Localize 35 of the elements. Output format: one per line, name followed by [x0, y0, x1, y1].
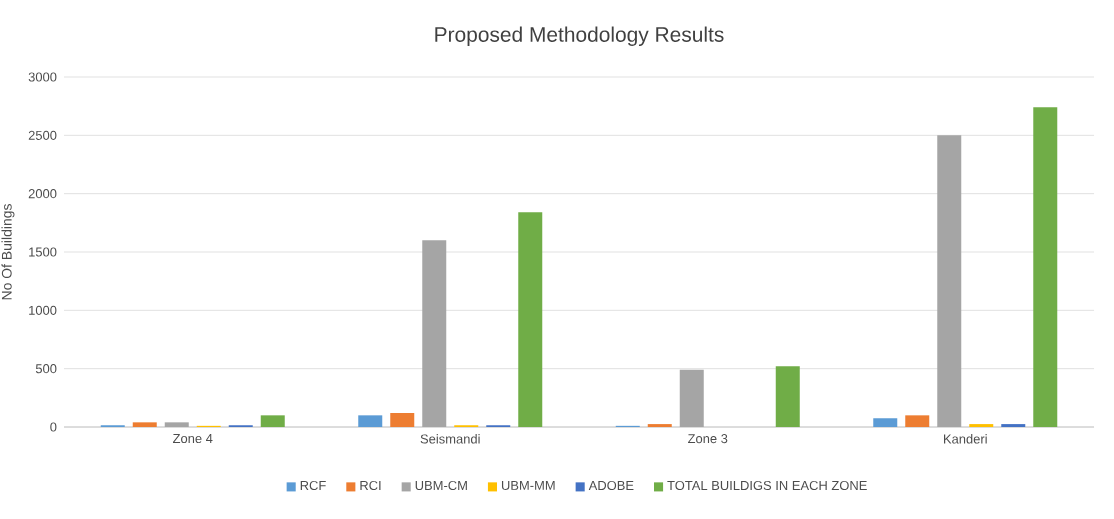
legend-label: RCF: [300, 480, 326, 491]
bar: [260, 415, 285, 427]
bar: [1001, 424, 1026, 427]
y-tick-label: 2500: [28, 130, 57, 140]
legend-label: UBM-MM: [501, 480, 555, 490]
legend-label: TOTAL BUILDIGS IN EACH ZONE: [667, 480, 867, 491]
bar: [969, 424, 994, 427]
bar: [647, 424, 672, 427]
y-tick-label: 1000: [29, 305, 57, 315]
y-tick-label: 2000: [28, 189, 57, 199]
bar: [164, 422, 189, 427]
x-tick-label: Zone 3: [688, 434, 728, 444]
bar: [679, 369, 704, 427]
y-tick-label: 0: [50, 422, 57, 432]
x-tick-label: Seismandi: [420, 434, 480, 444]
bar: [390, 413, 415, 427]
chart-title: Proposed Methodology Results: [435, 26, 724, 47]
bar: [937, 135, 962, 427]
legend-label: ADOBE: [588, 480, 634, 491]
bar: [873, 418, 898, 427]
y-tick-label: 500: [35, 364, 57, 374]
bar: [1033, 107, 1058, 427]
y-axis-title: No Of Buildings: [1, 204, 15, 300]
y-tick-label: 3000: [28, 72, 57, 82]
x-tick-label: Kanderi: [944, 434, 987, 444]
legend-label: RCI: [360, 480, 381, 491]
legend-label: UBM-CM: [415, 480, 467, 491]
bar: [775, 366, 800, 427]
bar: [358, 415, 383, 427]
bar: [905, 415, 930, 427]
bar: [518, 212, 543, 427]
bar: [422, 240, 447, 427]
bar: [132, 422, 157, 427]
y-tick-label: 1500: [29, 247, 57, 257]
x-tick-label: Zone 4: [173, 434, 213, 444]
